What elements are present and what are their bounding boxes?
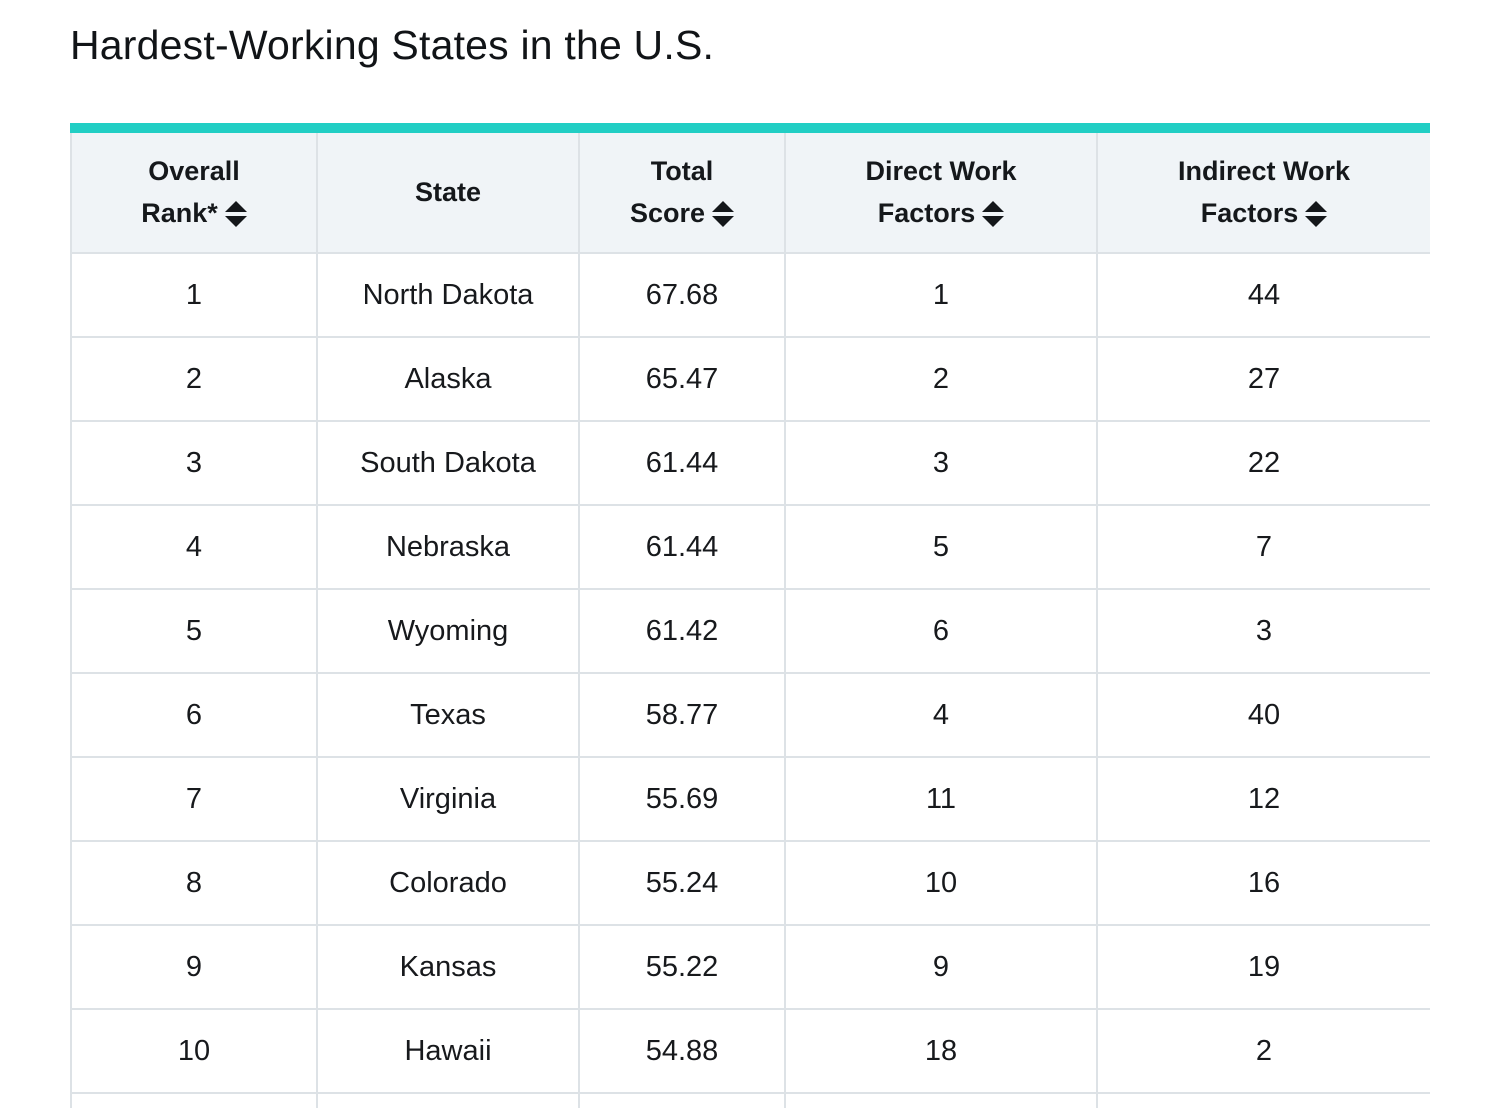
- cell-direct-work-factors: 10: [784, 840, 1098, 926]
- cell-indirect-work-factors: 7: [1096, 504, 1430, 590]
- column-header-state: State: [316, 133, 580, 254]
- table-row: 8 Colorado 55.24 10 16: [70, 840, 1430, 926]
- rankings-table: Overall Rank* State Total Score Direct Work Fa…: [70, 133, 1430, 1108]
- cell-state: Virginia: [316, 756, 580, 842]
- cell-indirect-work-factors: 27: [1096, 336, 1430, 422]
- column-header-direct-work-factors[interactable]: Direct Work Factors: [784, 133, 1098, 254]
- cell-indirect-work-factors: 2: [1096, 1008, 1430, 1094]
- table-row: 1 North Dakota 67.68 1 44: [70, 252, 1430, 338]
- cell-total-score: 65.47: [578, 336, 786, 422]
- sort-icon: [712, 200, 735, 227]
- cell-state: Alaska: [316, 336, 580, 422]
- cell-overall-rank: 5: [70, 588, 318, 674]
- cell-overall-rank: 7: [70, 756, 318, 842]
- cell-overall-rank: 6: [70, 672, 318, 758]
- cell-overall-rank: 10: [70, 1008, 318, 1094]
- cell-overall-rank: [70, 1092, 318, 1108]
- cell-direct-work-factors: [784, 1092, 1098, 1108]
- table-row: 9 Kansas 55.22 9 19: [70, 924, 1430, 1010]
- cell-overall-rank: 9: [70, 924, 318, 1010]
- column-label: Overall Rank*: [141, 155, 240, 228]
- cell-total-score: 58.77: [578, 672, 786, 758]
- cell-overall-rank: 4: [70, 504, 318, 590]
- column-header-overall-rank[interactable]: Overall Rank*: [70, 133, 318, 254]
- cell-direct-work-factors: 11: [784, 756, 1098, 842]
- cell-indirect-work-factors: 16: [1096, 840, 1430, 926]
- column-header-indirect-work-factors[interactable]: Indirect Work Factors: [1096, 133, 1430, 254]
- cell-direct-work-factors: 18: [784, 1008, 1098, 1094]
- cell-state: South Dakota: [316, 420, 580, 506]
- table-row-partial: [70, 1092, 1430, 1108]
- cell-direct-work-factors: 6: [784, 588, 1098, 674]
- rankings-table-container: Overall Rank* State Total Score Direct Work Fa…: [70, 123, 1430, 1108]
- cell-total-score: 61.42: [578, 588, 786, 674]
- cell-state: Kansas: [316, 924, 580, 1010]
- cell-indirect-work-factors: 44: [1096, 252, 1430, 338]
- column-label: State: [414, 176, 482, 207]
- cell-state: Nebraska: [316, 504, 580, 590]
- cell-state: Hawaii: [316, 1008, 580, 1094]
- cell-total-score: 67.68: [578, 252, 786, 338]
- column-label: Indirect Work Factors: [1177, 155, 1351, 228]
- column-label: Total Score: [629, 155, 714, 228]
- cell-total-score: 55.69: [578, 756, 786, 842]
- cell-total-score: 55.24: [578, 840, 786, 926]
- table-row: 10 Hawaii 54.88 18 2: [70, 1008, 1430, 1094]
- cell-overall-rank: 1: [70, 252, 318, 338]
- cell-direct-work-factors: 3: [784, 420, 1098, 506]
- table-row: 7 Virginia 55.69 11 12: [70, 756, 1430, 842]
- page-title: Hardest-Working States in the U.S.: [70, 22, 715, 68]
- table-row: 5 Wyoming 61.42 6 3: [70, 588, 1430, 674]
- cell-overall-rank: 3: [70, 420, 318, 506]
- sort-icon: [982, 200, 1005, 227]
- cell-overall-rank: 2: [70, 336, 318, 422]
- cell-total-score: 61.44: [578, 420, 786, 506]
- cell-direct-work-factors: 5: [784, 504, 1098, 590]
- table-row: 4 Nebraska 61.44 5 7: [70, 504, 1430, 590]
- table-row: 6 Texas 58.77 4 40: [70, 672, 1430, 758]
- cell-total-score: 54.88: [578, 1008, 786, 1094]
- sort-icon: [1305, 200, 1328, 227]
- cell-total-score: [578, 1092, 786, 1108]
- cell-state: Texas: [316, 672, 580, 758]
- table-row: 3 South Dakota 61.44 3 22: [70, 420, 1430, 506]
- cell-indirect-work-factors: 12: [1096, 756, 1430, 842]
- sort-icon: [224, 200, 247, 227]
- cell-state: North Dakota: [316, 252, 580, 338]
- cell-indirect-work-factors: 22: [1096, 420, 1430, 506]
- cell-direct-work-factors: 2: [784, 336, 1098, 422]
- cell-indirect-work-factors: 40: [1096, 672, 1430, 758]
- table-row: 2 Alaska 65.47 2 27: [70, 336, 1430, 422]
- cell-indirect-work-factors: 19: [1096, 924, 1430, 1010]
- table-header-row: Overall Rank* State Total Score Direct Work Fa…: [70, 133, 1430, 254]
- cell-state: Colorado: [316, 840, 580, 926]
- cell-direct-work-factors: 1: [784, 252, 1098, 338]
- cell-indirect-work-factors: [1096, 1092, 1430, 1108]
- column-label: Direct Work Factors: [865, 155, 1017, 228]
- cell-state: [316, 1092, 580, 1108]
- cell-direct-work-factors: 4: [784, 672, 1098, 758]
- cell-total-score: 55.22: [578, 924, 786, 1010]
- column-header-total-score[interactable]: Total Score: [578, 133, 786, 254]
- cell-state: Wyoming: [316, 588, 580, 674]
- cell-overall-rank: 8: [70, 840, 318, 926]
- cell-indirect-work-factors: 3: [1096, 588, 1430, 674]
- cell-total-score: 61.44: [578, 504, 786, 590]
- cell-direct-work-factors: 9: [784, 924, 1098, 1010]
